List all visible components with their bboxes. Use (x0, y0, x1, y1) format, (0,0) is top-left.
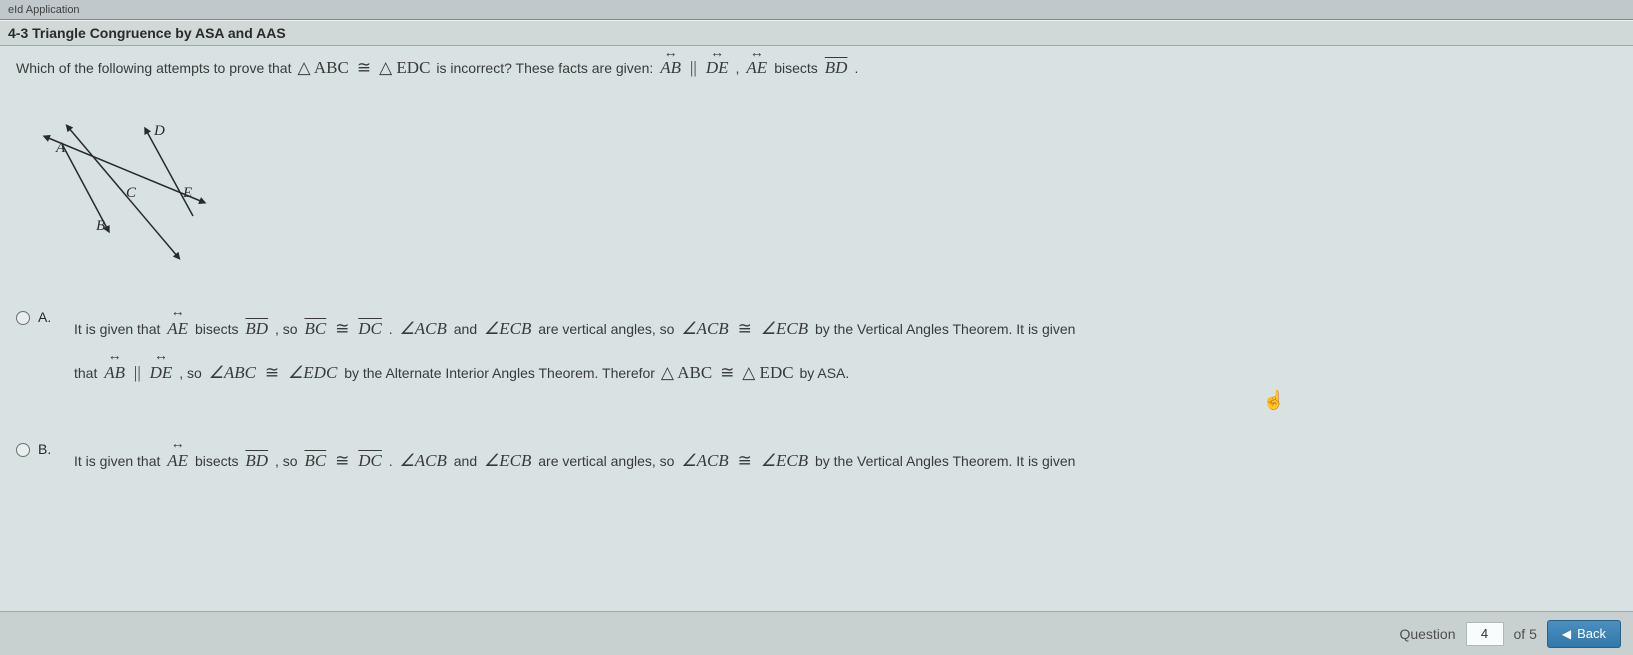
q-mid: is incorrect? These facts are given: (436, 60, 653, 76)
comma: , (736, 60, 740, 76)
back-button-label: Back (1577, 626, 1606, 641)
segment-bd: BD (825, 58, 848, 78)
line-ae: AE (746, 58, 767, 78)
option-a-text: It is given that AE bisects BD , so BC ≅… (74, 307, 1617, 395)
question-text: Which of the following attempts to prove… (16, 58, 1617, 78)
q-prefix: Which of the following attempts to prove… (16, 60, 291, 76)
options-container: A. It is given that AE bisects BD , so B… (16, 307, 1617, 484)
period: . (854, 60, 858, 76)
radio-a[interactable] (16, 311, 30, 325)
question-label: Question (1399, 626, 1455, 642)
option-a[interactable]: A. It is given that AE bisects BD , so B… (16, 307, 1617, 395)
svg-text:E: E (182, 185, 192, 201)
footer-bar: Question 4 of 5 ◀ Back (0, 611, 1633, 655)
section-header: 4-3 Triangle Congruence by ASA and AAS (0, 20, 1633, 46)
option-b[interactable]: B. It is given that AE bisects BD , so B… (16, 439, 1617, 483)
parallel-symbol: || (690, 58, 697, 78)
tab-label: eId Application (0, 2, 88, 18)
option-b-text: It is given that AE bisects BD , so BC ≅… (74, 439, 1617, 483)
svg-text:D: D (153, 123, 165, 139)
bisects: bisects (774, 60, 818, 76)
svg-text:A: A (55, 140, 66, 156)
tab-bar: eId Application (0, 0, 1633, 20)
option-a-letter: A. (38, 309, 56, 325)
section-title: 4-3 Triangle Congruence by ASA and AAS (8, 25, 286, 41)
line-de: DE (706, 58, 729, 78)
question-number: 4 (1466, 622, 1504, 646)
svg-text:C: C (126, 185, 137, 201)
line-ab: AB (660, 58, 681, 78)
hand-cursor-icon: ☝ (1263, 390, 1285, 411)
option-b-letter: B. (38, 441, 56, 457)
svg-text:B: B (96, 218, 105, 234)
content-area: Which of the following attempts to prove… (0, 46, 1633, 611)
radio-b[interactable] (16, 443, 30, 457)
triangle-abc: △ ABC (297, 58, 348, 78)
geometry-diagram: A D C E B (28, 102, 1617, 277)
back-button[interactable]: ◀ Back (1547, 620, 1621, 648)
triangle-edc: △ EDC (379, 58, 430, 78)
back-arrow-icon: ◀ (1562, 627, 1571, 641)
question-of: of 5 (1514, 626, 1537, 642)
congruent-symbol: ≅ (357, 58, 371, 78)
